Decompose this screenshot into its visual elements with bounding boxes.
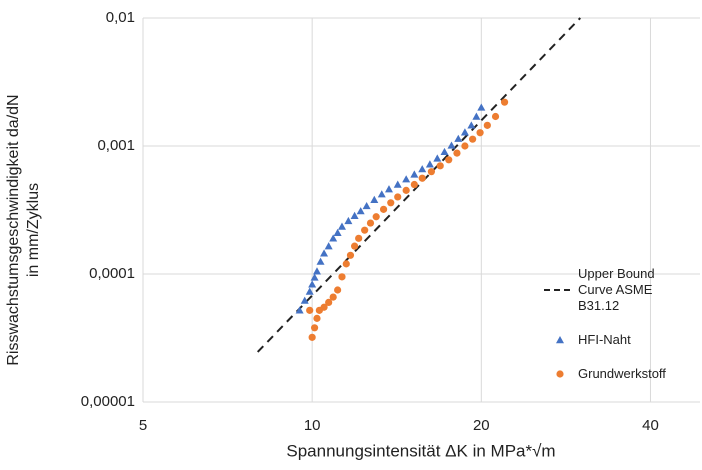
circle-marker [461,142,469,150]
circle-marker [334,286,342,294]
circle-marker [469,135,477,143]
triangle-marker [410,170,419,178]
triangle-marker [337,222,346,230]
x-axis-title: Spannungsintensität ΔK in MPa*√m [286,441,555,460]
circle-marker [306,306,314,314]
circle-marker [325,298,333,306]
triangle-marker [433,154,442,162]
triangle-marker [384,185,393,193]
triangle-marker [440,147,449,156]
triangle-marker [305,287,314,295]
triangle-marker [393,180,402,188]
circle-marker [351,242,359,250]
triangle-marker [362,201,371,210]
y-axis-title: Risswachstumsgeschwindigkeit da/dN in mm… [4,70,44,390]
triangle-marker [312,267,321,275]
circle-marker [491,112,500,121]
triangle-marker [447,141,456,149]
reference-line [256,17,581,353]
circle-marker [329,293,337,301]
x-tick-label: 5 [139,417,147,434]
legend-entry: Grundwerkstoff [540,366,700,382]
legend-label: Grundwerkstoff [578,366,666,381]
triangle-marker [460,128,469,136]
circle-marker [320,303,328,311]
circle-marker [500,98,509,106]
circle-marker [346,251,355,259]
triangle-marker [329,234,338,242]
circle-marker [418,174,426,182]
legend: Upper Bound Curve ASME B31.12 HFI-Naht Gru… [540,266,700,400]
circle-marker [387,199,395,207]
triangle-marker [370,195,379,203]
triangle-marker [425,160,434,168]
triangle-marker [556,336,564,344]
legend-label: Upper Bound Curve ASME B31.12 [578,266,655,313]
circle-marker [483,121,491,129]
triangle-marker [418,165,427,173]
triangle-marker [333,228,342,236]
circle-marker [402,186,410,194]
y-tick-label: 0,0001 [89,265,135,282]
x-tick-label: 10 [304,417,321,434]
y-tick-label: 0,01 [106,9,135,26]
y-axis-title-line: Risswachstumsgeschwindigkeit da/dN [5,94,22,366]
x-tick-label: 40 [642,417,659,434]
triangle-marker [310,273,319,281]
circle-marker [556,370,564,378]
y-tick-label: 0,001 [97,137,135,154]
triangle-marker [308,280,317,288]
triangle-marker [350,211,359,219]
triangle-marker [300,296,309,304]
circle-marker [445,156,453,164]
triangle-marker [316,257,325,265]
circle-marker [379,205,388,213]
legend-icon [556,370,564,378]
x-tick-label: 20 [473,417,490,434]
circle-marker [313,314,321,322]
triangle-marker [295,306,304,314]
triangle-marker [477,103,486,111]
legend-icon [556,336,564,344]
circle-marker [355,234,363,242]
circle-marker [453,149,461,157]
legend-label: HFI-Naht [578,332,631,347]
triangle-marker [467,121,476,129]
triangle-marker [472,112,481,120]
triangle-marker [454,134,463,142]
triangle-marker [402,175,411,183]
y-tick-label: 0,00001 [81,393,135,410]
y-axis-title-line: in mm/Zyklus [25,182,42,278]
circle-marker [372,213,380,221]
circle-marker [410,180,418,189]
circle-marker [436,162,444,170]
legend-entry: HFI-Naht [540,332,700,348]
circle-marker [361,226,369,234]
legend-entry: Upper Bound Curve ASME B31.12 [540,266,700,314]
circle-marker [394,193,402,201]
circle-marker [342,260,350,268]
legend-icon [544,289,570,291]
triangle-marker [344,216,353,225]
triangle-marker [356,207,365,215]
circle-marker [310,324,319,332]
circle-marker [427,168,435,176]
circle-marker [308,333,316,341]
triangle-marker [320,249,329,257]
circle-marker [338,273,346,281]
triangle-marker [377,190,386,198]
triangle-marker [324,242,333,250]
circle-marker [366,219,375,227]
circle-marker [476,129,484,137]
